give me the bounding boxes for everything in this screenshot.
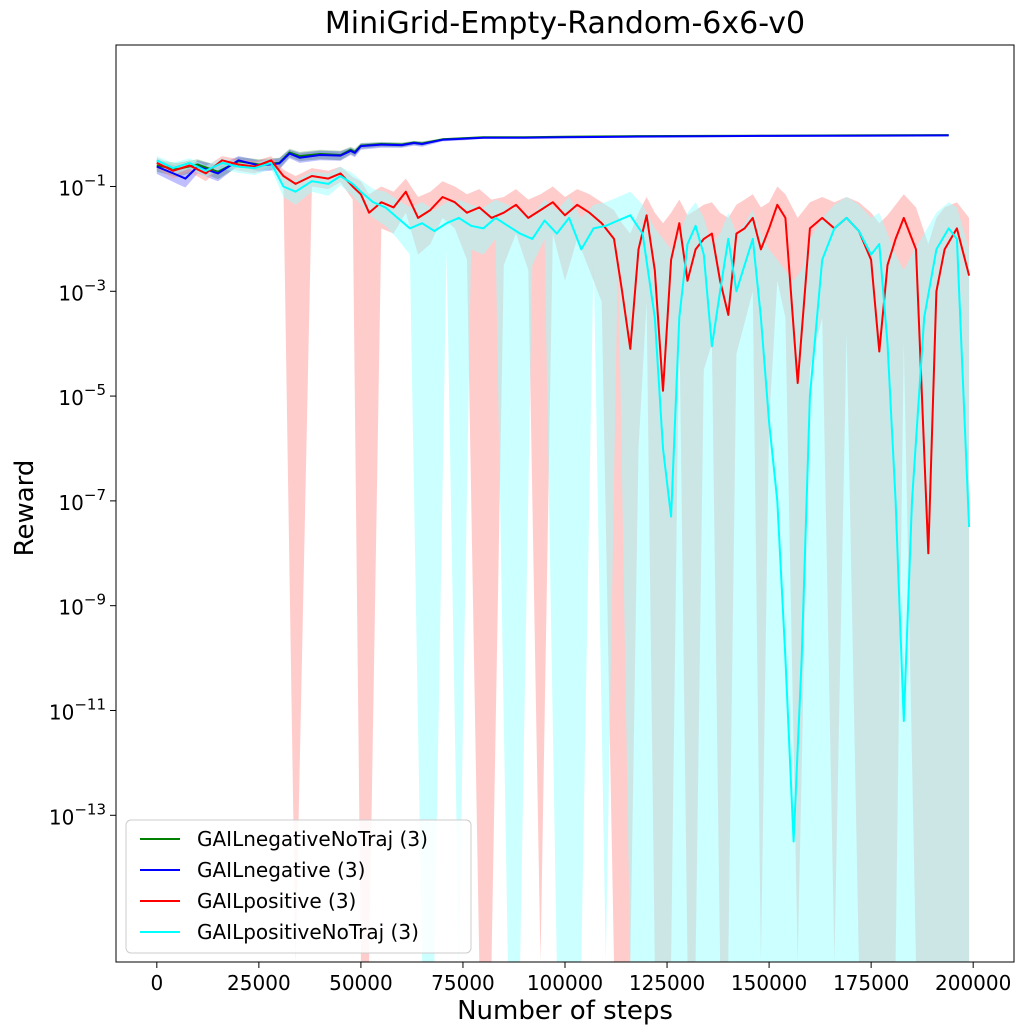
y-tick-label: 10−3 — [58, 276, 106, 305]
series-lines — [156, 134, 971, 843]
x-tick-label: 200000 — [935, 971, 1011, 995]
y-tick-label: 10−1 — [58, 171, 106, 200]
gailnegativenotraj-3-band — [156, 134, 949, 180]
y-tick-label: 10−11 — [49, 695, 106, 724]
legend-label: GAILpositiveNoTraj (3) — [197, 920, 419, 944]
y-axis-label: Reward — [10, 460, 40, 557]
x-tick-label: 125000 — [629, 971, 705, 995]
y-tick-label: 10−7 — [58, 486, 106, 515]
x-tick-label: 175000 — [833, 971, 909, 995]
legend: GAILnegativeNoTraj (3) GAILnegative (3) GA… — [125, 819, 472, 954]
y-tick-label: 10−9 — [58, 591, 106, 620]
x-tick-label: 100000 — [527, 971, 603, 995]
y-tick-label: 10−5 — [58, 381, 106, 410]
y-tick-label: 10−13 — [49, 800, 106, 829]
legend-label: GAILnegative (3) — [197, 858, 365, 882]
x-tick-label: 150000 — [731, 971, 807, 995]
legend-label: GAILnegativeNoTraj (3) — [197, 827, 428, 851]
x-tick-label: 25000 — [227, 971, 291, 995]
legend-box — [125, 819, 472, 954]
gailpositivenotraj-3-line — [156, 159, 971, 843]
x-tick-label: 50000 — [329, 971, 393, 995]
legend-label: GAILpositive (3) — [197, 889, 356, 913]
x-axis: 0 25000 50000 75000 100000 125000 150000 175000… — [150, 962, 1011, 995]
y-axis: 10−1 10−3 10−5 10−7 10−9 10−11 10−13 — [49, 171, 116, 829]
chart-title: MiniGrid-Empty-Random-6x6-v0 — [325, 6, 805, 41]
confidence-bands — [156, 134, 970, 962]
x-tick-label: 0 — [150, 971, 163, 995]
gailpositivenotraj-3-band — [156, 156, 970, 962]
x-tick-label: 75000 — [431, 971, 495, 995]
x-axis-label: Number of steps — [457, 996, 673, 1026]
